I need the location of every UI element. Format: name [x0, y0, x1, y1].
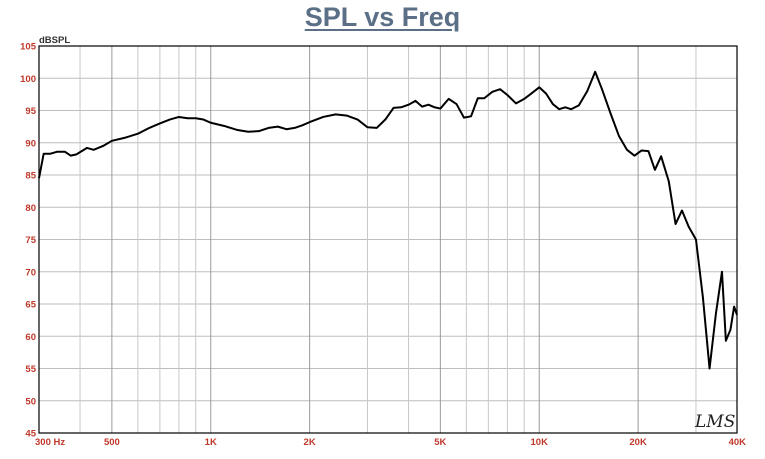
grid-lines: [38, 45, 738, 434]
y-tick-label: 80: [25, 203, 36, 214]
x-tick-label: 500: [104, 437, 120, 448]
y-tick-label: 70: [25, 267, 36, 278]
y-tick-label: 55: [25, 364, 36, 375]
x-tick-label: 5K: [434, 437, 446, 448]
y-tick-label: 50: [25, 396, 36, 407]
y-axis-label: dBSPL: [39, 35, 70, 46]
x-tick-label: 20K: [629, 437, 647, 448]
y-tick-labels: 45 50 55 60 65 70 75 80 85 90 95 100 105: [20, 42, 37, 440]
series-line: [38, 70, 738, 370]
x-tick-label: 1K: [205, 437, 217, 448]
y-tick-label: 100: [20, 74, 36, 85]
y-tick-label: 75: [25, 235, 36, 246]
x-tick-label: 40K: [729, 437, 747, 448]
y-tick-label: 85: [25, 171, 36, 182]
y-tick-label: 45: [25, 429, 36, 440]
plot-frame: [38, 45, 738, 434]
x-tick-label: 10K: [531, 437, 549, 448]
chart-title: SPL vs Freq: [304, 2, 461, 32]
x-tick-label: 300 Hz: [35, 437, 65, 448]
y-tick-label: 60: [25, 332, 36, 343]
y-tick-label: 105: [20, 42, 37, 53]
y-tick-label: 95: [25, 106, 36, 117]
x-tick-label: 2K: [304, 437, 316, 448]
x-tick-labels: 300 Hz 500 1K 2K 5K 10K 20K 40K: [35, 437, 746, 448]
lms-watermark: LMS: [694, 412, 735, 432]
y-tick-label: 90: [25, 138, 36, 149]
y-tick-label: 65: [25, 300, 36, 311]
